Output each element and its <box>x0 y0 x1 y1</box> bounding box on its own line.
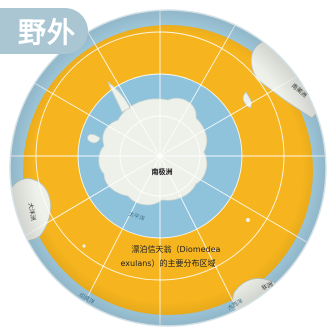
legend-line-1: 漂泊信天翁（Diomedea <box>132 244 221 254</box>
globe-outline <box>9 9 327 327</box>
legend-line-2: exulans）的主要分布区域 <box>121 258 216 268</box>
globe-shade <box>10 10 326 326</box>
label-oceania: 大洋洲 <box>26 202 37 221</box>
label-antarctica: 南极洲 <box>152 167 173 176</box>
section-tab: 野外 <box>0 8 88 54</box>
section-tab-title: 野外 <box>17 16 76 49</box>
